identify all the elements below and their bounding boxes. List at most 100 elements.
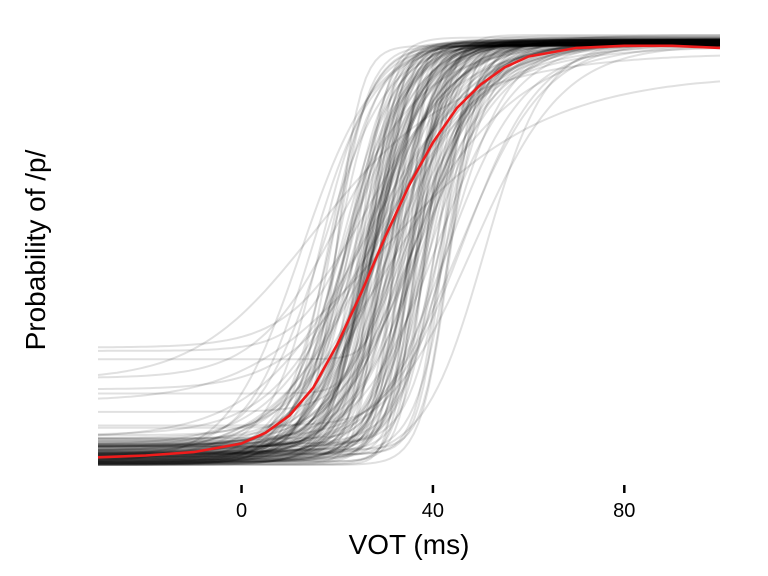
individual-curve: [98, 42, 720, 466]
individual-curve: [98, 42, 720, 463]
individual-curve: [98, 41, 720, 464]
plot-area: [97, 34, 721, 466]
individual-curve: [98, 38, 720, 463]
individual-curve: [98, 40, 720, 446]
individual-curve: [98, 38, 720, 460]
individual-curve: [98, 39, 720, 459]
individual-curve: [98, 41, 720, 413]
individual-curve: [98, 41, 720, 456]
individual-curve: [98, 40, 721, 451]
individual-curve: [98, 41, 720, 458]
individual-curve: [98, 41, 720, 455]
individual-curve: [97, 44, 721, 458]
individual-curve: [98, 37, 720, 449]
individual-curve: [98, 43, 720, 444]
individual-curve: [98, 41, 720, 455]
individual-curve: [98, 38, 720, 448]
individual-curve: [98, 39, 720, 466]
individual-curve: [98, 36, 720, 463]
individual-curve: [98, 40, 720, 455]
individual-curve: [98, 41, 720, 461]
individual-curve: [98, 39, 720, 462]
individual-curve: [98, 43, 720, 461]
individual-curve: [98, 38, 720, 427]
individual-curve: [98, 40, 720, 454]
individual-curve: [98, 40, 720, 465]
individual-curve: [98, 37, 720, 460]
individual-curve: [98, 41, 721, 440]
individual-curve: [98, 45, 721, 451]
individual-curve: [98, 43, 720, 448]
individual-curve: [98, 43, 720, 460]
individual-curve: [97, 43, 720, 443]
individual-curve: [98, 41, 720, 447]
individual-curve: [98, 40, 720, 458]
individual-curve: [98, 42, 721, 462]
individual-curve: [98, 39, 720, 454]
individual-curve: [98, 43, 720, 458]
individual-curve: [98, 39, 720, 464]
individual-curve: [98, 38, 720, 466]
individual-curve: [98, 38, 720, 464]
individual-curve: [97, 54, 721, 376]
individual-curve: [97, 40, 720, 447]
individual-curve: [98, 41, 720, 429]
individual-curve: [98, 36, 720, 465]
individual-curve: [98, 47, 721, 439]
individual-curve: [98, 44, 721, 390]
individual-curve: [98, 40, 720, 457]
individual-curve: [98, 41, 720, 461]
individual-curve: [98, 37, 720, 446]
individual-curve: [97, 39, 720, 463]
x-tick-label: 0: [236, 500, 247, 522]
individual-curve: [98, 39, 720, 466]
individual-curve: [98, 41, 720, 463]
individual-curve: [98, 42, 720, 461]
individual-curve: [98, 40, 720, 460]
individual-curve: [98, 38, 720, 352]
individual-curve: [98, 39, 720, 456]
individual-curve: [97, 38, 721, 461]
individual-curve: [98, 41, 720, 440]
individual-curve: [98, 43, 720, 457]
individual-curve: [98, 42, 720, 466]
individual-curve: [97, 38, 721, 436]
individual-curve: [98, 43, 721, 459]
individual-curve: [98, 43, 720, 456]
individual-curve: [98, 34, 720, 463]
individual-curve: [98, 43, 720, 446]
individual-curve: [98, 38, 720, 464]
x-tick-label: 40: [422, 500, 444, 522]
x-axis: 0 40 80: [236, 485, 635, 522]
individual-curve: [98, 43, 720, 466]
individual-curve: [98, 40, 720, 459]
individual-curve: [98, 40, 720, 448]
individual-curve: [98, 38, 720, 450]
individual-curve: [98, 39, 720, 456]
individual-curve: [98, 38, 720, 448]
individual-curve: [98, 41, 720, 451]
individual-curve: [98, 43, 720, 465]
individual-curve: [98, 42, 720, 466]
mean-curve: [97, 44, 721, 459]
individual-curve: [98, 42, 720, 462]
individual-curve: [98, 41, 720, 446]
x-tick-label: 80: [613, 500, 635, 522]
individual-curve: [98, 38, 721, 455]
individual-curve: [97, 80, 721, 400]
individual-curve: [98, 41, 720, 461]
individual-curve: [98, 42, 720, 455]
individual-curve: [98, 41, 720, 449]
individual-curve: [98, 39, 720, 447]
individual-curve: [98, 41, 720, 465]
individual-curve: [97, 34, 721, 445]
individual-curve: [98, 42, 720, 465]
individual-curve: [98, 39, 720, 466]
individual-curve: [98, 42, 720, 454]
individual-curve: [98, 40, 720, 448]
x-axis-title: VOT (ms): [349, 529, 470, 560]
individual-curve: [98, 43, 720, 454]
individual-curve: [98, 42, 720, 395]
individual-curve: [98, 43, 720, 463]
